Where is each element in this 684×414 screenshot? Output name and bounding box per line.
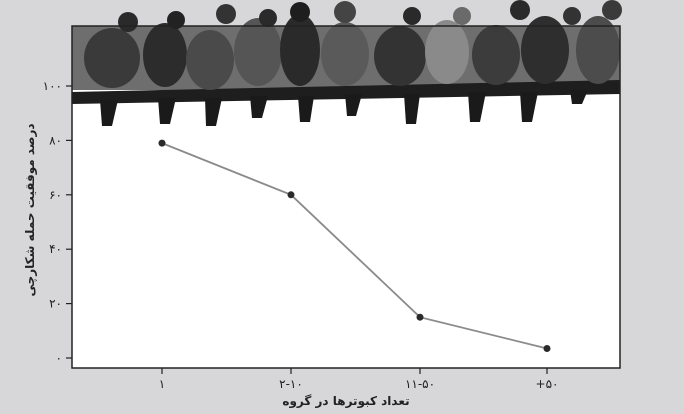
data-point	[416, 313, 424, 321]
y-tick-label: ۱۰۰	[43, 79, 62, 93]
y-tick-label: ۰	[56, 351, 62, 365]
x-tick-label: +۵۰	[536, 377, 559, 391]
data-point	[158, 139, 166, 147]
data-point	[287, 191, 295, 199]
x-axis-title: تعداد کبوترها در گروه	[282, 394, 409, 409]
y-tick-label: ۶۰	[49, 188, 62, 202]
series-line	[158, 139, 551, 352]
y-tick-label: ۲۰	[49, 297, 62, 311]
y-axis-title: درصد موفقیت حمله شکارچی	[23, 123, 38, 296]
x-tick-label: ۱	[159, 377, 165, 391]
data-point	[543, 344, 551, 352]
plot-frame	[71, 25, 621, 369]
series-polyline	[161, 142, 548, 350]
x-axis: ۱ ۲-۱۰ ۱۱-۵۰ +۵۰	[159, 368, 559, 391]
x-tick-label: ۱۱-۵۰	[405, 377, 435, 391]
y-tick-label: ۴۰	[49, 242, 62, 256]
x-tick-label: ۲-۱۰	[279, 377, 303, 391]
y-axis: ۰ ۲۰ ۴۰ ۶۰ ۸۰ ۱۰۰	[43, 79, 72, 365]
y-tick-label: ۸۰	[49, 133, 62, 147]
pigeons-illustration	[72, 0, 622, 126]
